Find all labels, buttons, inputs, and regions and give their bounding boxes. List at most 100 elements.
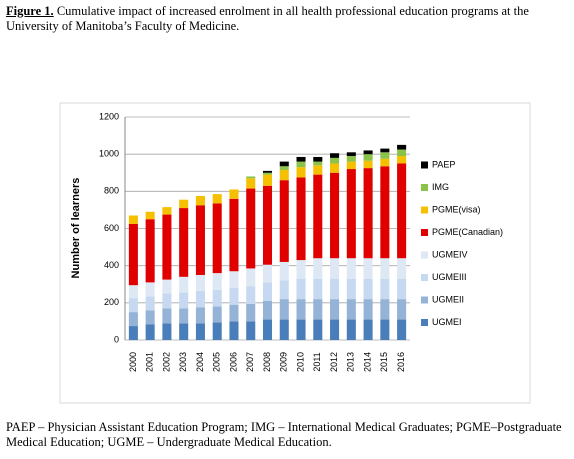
bar-segment — [380, 166, 390, 259]
legend-label: PAEP — [432, 159, 455, 169]
x-tick-label: 2003 — [178, 352, 188, 372]
bar-segment — [313, 174, 323, 259]
bar-segment — [229, 189, 239, 199]
y-tick-label: 1000 — [99, 149, 119, 159]
bar-segment — [279, 169, 289, 181]
bar-segment — [246, 178, 256, 189]
caption-text: Cumulative impact of increased enrolment… — [6, 4, 529, 33]
bar-segment — [246, 286, 256, 304]
bar-segment — [380, 152, 390, 159]
bar-segment — [330, 299, 340, 320]
bar-segment — [330, 258, 340, 279]
bar-segment — [195, 205, 205, 275]
x-tick-label: 2014 — [362, 352, 372, 372]
bar-segment — [262, 300, 273, 320]
bar-segment — [363, 160, 373, 169]
bar-segment — [195, 274, 205, 291]
x-tick-label: 2013 — [346, 352, 356, 372]
bar-segment — [363, 319, 373, 340]
x-tick-label: 2002 — [161, 352, 171, 372]
bar-segment — [179, 199, 189, 209]
bar-segment — [346, 299, 356, 320]
bar-segment — [145, 324, 155, 340]
bar-segment — [313, 278, 323, 300]
bar-segment — [212, 306, 222, 323]
bar-segment — [262, 264, 273, 283]
bar-segment — [262, 174, 273, 186]
bar-segment — [212, 203, 222, 274]
bar-segment — [296, 260, 306, 279]
bar-segment — [380, 319, 390, 340]
legend-swatch — [421, 161, 428, 169]
bar-segment — [397, 258, 407, 279]
bar-segment — [296, 319, 306, 340]
legend-swatch — [421, 184, 428, 191]
bar-segment — [296, 278, 306, 300]
x-tick-label: 2016 — [396, 352, 406, 372]
bar-segment — [313, 258, 323, 279]
bar-segment — [145, 219, 155, 283]
bar-segment — [179, 208, 189, 277]
bar-segment — [229, 271, 239, 288]
bar-segment — [363, 278, 373, 300]
bar-segment — [380, 148, 390, 153]
bar-segment — [346, 152, 356, 157]
bar-segment — [330, 172, 340, 259]
bar-segment — [397, 278, 407, 300]
bar-segment — [330, 278, 340, 300]
legend-label: PGME(Canadian) — [432, 227, 503, 237]
bar-segment — [330, 163, 340, 173]
bar-segment — [296, 156, 306, 162]
y-tick-label: 800 — [104, 186, 119, 196]
bar-segment — [279, 280, 289, 300]
bar-segment — [397, 149, 407, 157]
bar-segment — [279, 299, 289, 320]
y-tick-label: 600 — [104, 223, 119, 233]
bar-segment — [246, 176, 256, 179]
bar-segment — [246, 188, 256, 269]
bar-segment — [212, 289, 222, 307]
bar-segment — [128, 223, 138, 286]
bar-segment — [179, 292, 189, 309]
bar-segment — [397, 144, 407, 150]
bar-segment — [397, 299, 407, 320]
bar-segment — [363, 150, 373, 155]
bar-segment — [380, 158, 390, 167]
bar-segment — [145, 310, 155, 325]
y-tick-label: 0 — [114, 334, 119, 344]
legend-label: UGMEII — [432, 294, 464, 304]
bar-segment — [229, 198, 239, 272]
x-tick-label: 2006 — [228, 352, 238, 372]
bar-segment — [296, 161, 306, 168]
bar-segment — [195, 290, 205, 308]
bar-segment — [229, 304, 239, 322]
bar-segment — [380, 258, 390, 279]
bar-segment — [162, 323, 172, 340]
bar-segment — [128, 215, 138, 224]
bar-segment — [128, 326, 138, 340]
legend-swatch — [421, 206, 428, 214]
bar-segment — [296, 167, 306, 178]
x-tick-label: 2001 — [145, 352, 155, 372]
bar-segment — [380, 278, 390, 300]
bar-segment — [279, 166, 289, 170]
y-tick-label: 1200 — [99, 111, 119, 121]
bar-segment — [363, 299, 373, 320]
bar-segment — [279, 319, 289, 340]
bar-segment — [162, 279, 172, 294]
bar-segment — [346, 156, 356, 162]
legend-swatch — [421, 296, 428, 304]
legend-label: UGMEIV — [432, 249, 468, 259]
bar-segment — [162, 293, 172, 309]
bar-segment — [162, 207, 172, 215]
bar-segment — [397, 319, 407, 340]
caption: Figure 1. Cumulative impact of increased… — [6, 4, 566, 34]
x-tick-label: 2004 — [195, 352, 205, 372]
caption-label: Figure 1. — [6, 4, 54, 18]
bar-segment — [313, 161, 323, 166]
legend-swatch — [421, 274, 428, 281]
bar-segment — [212, 322, 222, 340]
bar-segment — [313, 156, 323, 162]
